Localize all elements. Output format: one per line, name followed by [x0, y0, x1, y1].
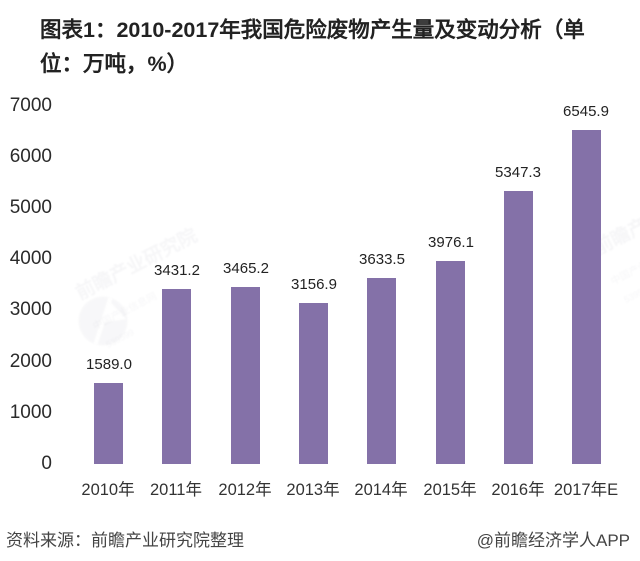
svg-text:中国产业信息网: 中国产业信息网 [90, 289, 158, 332]
svg-text:539599: 539599 [104, 327, 135, 350]
svg-text:中国产业信息网: 中国产业信息网 [608, 244, 640, 287]
svg-text:539599: 539599 [622, 282, 640, 305]
